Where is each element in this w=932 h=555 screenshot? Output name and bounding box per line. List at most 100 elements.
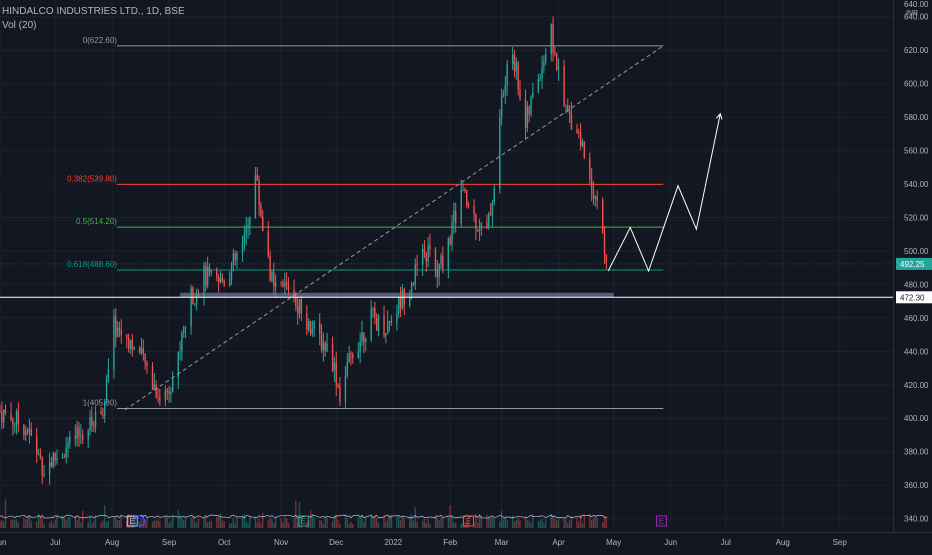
projection-path xyxy=(607,113,721,273)
candle-body xyxy=(36,435,38,455)
volume-bar xyxy=(287,523,290,528)
volume-bar xyxy=(570,515,573,528)
candle-body xyxy=(206,267,209,286)
volume-bar xyxy=(269,518,271,528)
volume-bar xyxy=(203,517,205,528)
candle-body xyxy=(15,411,18,425)
volume-bar xyxy=(195,522,198,528)
volume-bar xyxy=(554,518,556,528)
candle-body xyxy=(236,253,238,260)
volume-bar xyxy=(151,521,154,528)
candle-body xyxy=(425,252,427,262)
candle-body xyxy=(144,353,146,363)
candle-body xyxy=(396,313,398,323)
volume-bar xyxy=(556,520,558,528)
volume-bar xyxy=(15,519,18,528)
candle-body xyxy=(434,249,437,270)
candle-body xyxy=(274,281,277,287)
candle-body xyxy=(499,117,501,189)
volume-bar xyxy=(579,514,582,528)
volume-bar xyxy=(519,520,521,528)
volume-bar xyxy=(499,521,501,528)
price-tick-label: 600.00 xyxy=(904,80,929,89)
volume-bar xyxy=(339,523,341,528)
candle-body xyxy=(449,237,451,245)
candle-body xyxy=(93,425,95,427)
candle-body xyxy=(197,294,200,296)
candle-body xyxy=(284,281,286,286)
candle-body xyxy=(526,106,529,128)
event-marker-label: E xyxy=(466,517,471,526)
candle-body xyxy=(438,263,440,277)
candle-body xyxy=(91,417,93,426)
candle-body xyxy=(524,99,527,128)
volume-bar xyxy=(91,523,93,528)
candle-body xyxy=(153,384,156,390)
candle-body xyxy=(2,410,5,423)
volume-bar xyxy=(54,519,56,528)
candle-body xyxy=(605,254,608,264)
volume-bar xyxy=(488,516,490,528)
dividend-marker xyxy=(134,515,146,527)
volume-bar xyxy=(307,520,310,528)
volume-bar xyxy=(197,518,200,528)
volume-bar xyxy=(401,515,404,528)
candle-body xyxy=(159,397,161,401)
volume-bar xyxy=(410,514,413,528)
candle-body xyxy=(285,281,288,286)
earnings-marker xyxy=(655,515,667,527)
volume-bar xyxy=(528,520,530,528)
volume-bar xyxy=(298,502,301,528)
volume-bar xyxy=(133,519,135,528)
volume-bar xyxy=(567,522,569,528)
candle-body xyxy=(151,365,154,390)
volume-bar xyxy=(464,522,466,528)
volume-indicator-label[interactable]: Vol (20) xyxy=(2,20,37,31)
candle-body xyxy=(116,327,119,337)
candle-body xyxy=(61,457,64,459)
candle-body xyxy=(491,201,494,216)
volume-bar xyxy=(605,515,608,528)
volume-bar xyxy=(43,523,45,528)
candle-body xyxy=(69,435,71,443)
volume-bar xyxy=(52,523,54,528)
time-tick-label: Jun xyxy=(664,538,677,547)
candle-body xyxy=(223,281,225,286)
volume-bar xyxy=(526,520,529,528)
candle-body xyxy=(414,264,416,285)
time-tick-label: May xyxy=(606,538,621,547)
candle-body xyxy=(129,340,132,349)
candle-body xyxy=(67,442,69,448)
volume-bar xyxy=(480,515,483,528)
volume-bar xyxy=(603,516,606,528)
price-tick-label: 420.00 xyxy=(904,381,929,390)
candle-body xyxy=(383,314,385,336)
volume-bar xyxy=(120,514,122,528)
volume-bar xyxy=(489,518,492,528)
candle-body xyxy=(410,283,413,294)
earnings-marker xyxy=(463,515,475,527)
candle-body xyxy=(113,316,115,370)
trend-line xyxy=(124,45,664,411)
candle-body xyxy=(590,178,593,190)
volume-bar xyxy=(454,522,457,528)
current-price-tag xyxy=(896,257,932,270)
volume-bar xyxy=(230,523,233,528)
price-tick-label: 360.00 xyxy=(904,481,929,490)
volume-bar xyxy=(421,520,424,528)
candle-body xyxy=(63,457,66,459)
volume-bar xyxy=(216,516,218,528)
candle-body xyxy=(387,321,389,334)
candle-body xyxy=(177,352,179,378)
candle-body xyxy=(442,255,444,270)
candle-body xyxy=(541,67,543,78)
candle-body xyxy=(78,427,80,437)
candle-body xyxy=(208,267,211,273)
volume-bar xyxy=(475,514,477,528)
price-tick-label: 520.00 xyxy=(904,213,929,222)
volume-bar xyxy=(374,515,376,528)
volume-bar xyxy=(592,517,595,528)
candle-body xyxy=(1,411,3,423)
